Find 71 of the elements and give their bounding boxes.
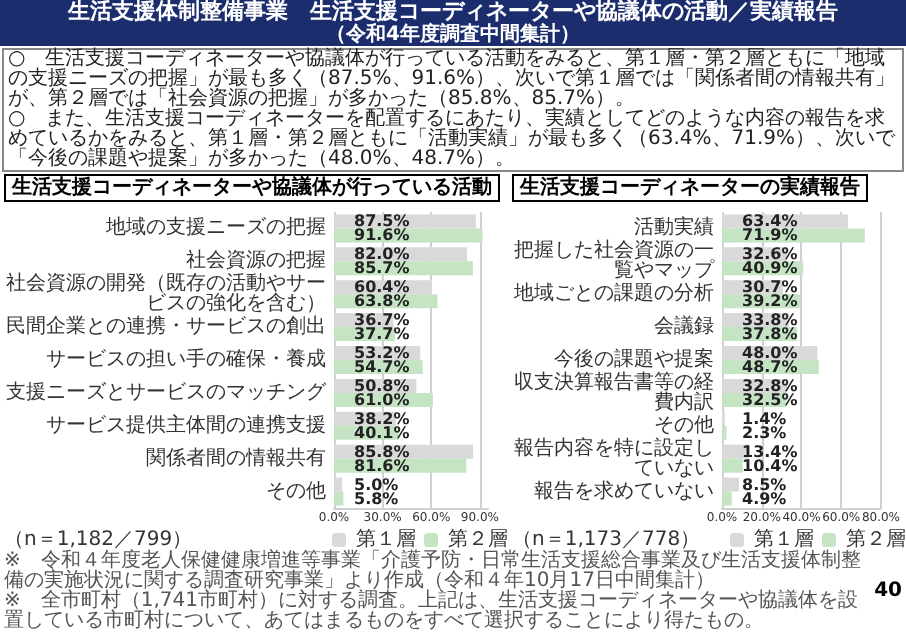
data-label: 38.2% xyxy=(354,409,410,428)
y-tick-label: 社会資源の開発（既存の活動やサービスの強化を含む） xyxy=(6,271,326,316)
data-label: 48.0% xyxy=(742,344,798,362)
data-label: 91.6% xyxy=(354,226,410,245)
text: ※ 令和４年度老人保健健康増進等事業「介護予防・日常生活支援総合事業及び生活支援体制整備の実施状況に関する調査研究事業」より作成（令和４年10月17日中間集計） xyxy=(4,550,863,592)
data-label: 32.6% xyxy=(742,245,798,264)
text: ○ 生活支援コーディネーターや協議体が行っている活動をみると、第１層・第２層ともに「地域の支援ニーズの把握」が最も多く（87.5%、91.6%）、次いで第１層では「関係者間の情報共有」が、第２層では「社会資源の把握」が多かった（85.8%、85.7%）。 xyxy=(8,48,898,110)
text: 40 xyxy=(872,580,902,602)
y-tick-label: 収支決算報告書等の経費内訳 xyxy=(514,369,714,414)
data-label: 33.8% xyxy=(742,311,798,330)
text: （n＝1,182／799） xyxy=(4,529,193,551)
y-tick-label: その他 xyxy=(654,412,714,437)
data-label: 48.7% xyxy=(742,358,798,376)
data-label: 30.7% xyxy=(742,278,798,297)
y-tick-label: 把握した社会資源の一覧やマップ xyxy=(514,238,716,283)
text: ○ また、生活支援コーディネーターを配置するにあたり、実績としてどのような内容の報告を求めているかをみると、第１層・第２層ともに「活動実績」が最も多く（63.4%、71.9%）、次いで「今後の課題や提案」が多かった（48.0%、48.7%）。 xyxy=(8,108,898,170)
data-label: 32.8% xyxy=(742,376,798,395)
data-label: 40.1% xyxy=(354,423,410,442)
data-label: 63.4% xyxy=(742,212,798,231)
data-label: 53.2% xyxy=(354,344,410,362)
data-label: 54.7% xyxy=(354,358,410,376)
data-label: 5.8% xyxy=(354,489,399,508)
data-label: 13.4% xyxy=(742,442,798,461)
data-label: 5.0% xyxy=(354,475,399,494)
y-tick-label: 地域の支援ニーズの把握 xyxy=(104,215,326,240)
data-label: 39.2% xyxy=(742,292,798,311)
text: ※ 全市町村（1,741市町村）に対する調査。上記は、生活支援コーディネーターや協議体を設置している市町村について、あてはまるものをすべて選択することにより得たもの。 xyxy=(4,590,861,632)
y-tick-label: 今後の課題や提案 xyxy=(554,347,714,371)
data-label: 82.0% xyxy=(354,245,410,264)
y-tick-label: 報告を求めていない xyxy=(534,478,714,503)
legend-label: 第１層 xyxy=(356,527,416,551)
text: （n＝1,173／778） xyxy=(512,529,701,551)
data-label: 85.7% xyxy=(354,259,410,278)
data-label: 81.6% xyxy=(354,456,410,475)
data-label: 37.7% xyxy=(354,325,410,344)
data-label: 87.5% xyxy=(354,212,410,231)
data-label: 36.7% xyxy=(354,311,410,330)
data-label: 40.9% xyxy=(742,259,798,278)
chart-title: 生活支援コーディネーターの実績報告 xyxy=(518,175,860,199)
y-tick-label: サービス提供主体間の連携支援 xyxy=(46,412,326,437)
data-label: 4.9% xyxy=(742,489,787,508)
y-tick-label: その他 xyxy=(266,478,326,503)
data-label: 60.4% xyxy=(354,278,410,297)
data-label: 85.8% xyxy=(354,442,410,461)
y-tick-label: 社会資源の把握 xyxy=(186,248,326,273)
legend-label: 第１層 xyxy=(754,527,814,551)
bar xyxy=(334,491,344,506)
data-label: 71.9% xyxy=(742,226,798,245)
data-label: 32.5% xyxy=(742,390,798,409)
data-label: 50.8% xyxy=(354,376,410,395)
data-label: 2.3% xyxy=(742,423,787,442)
bar xyxy=(722,491,732,506)
legend-label: 第２層 xyxy=(846,527,906,551)
y-tick-label: 民間企業との連携・サービスの創出 xyxy=(6,314,326,339)
legend-label: 第２層 xyxy=(448,527,508,551)
data-label: 61.0% xyxy=(354,390,410,409)
y-tick-label: 報告内容を特に設定していない xyxy=(514,435,714,480)
y-tick-label: 地域ごとの課題の分析 xyxy=(512,281,714,306)
data-label: 1.4% xyxy=(742,409,787,428)
data-label: 10.4% xyxy=(742,456,798,475)
data-label: 63.8% xyxy=(354,292,410,311)
y-tick-label: 支援ニーズとサービスのマッチング xyxy=(6,379,328,404)
y-tick-label: 会議録 xyxy=(654,314,714,339)
text: （令和4年度調査中間集計） xyxy=(324,24,582,46)
y-tick-label: 活動実績 xyxy=(634,215,714,240)
y-tick-label: 関係者間の情報共有 xyxy=(146,445,326,470)
bar xyxy=(722,458,743,473)
data-label: 8.5% xyxy=(742,475,787,494)
y-tick-label: サービスの担い手の確保・養成 xyxy=(46,347,326,371)
chart-title: 生活支援コーディネーターや協議体が行っている活動 xyxy=(10,175,492,199)
data-label: 37.8% xyxy=(742,325,798,344)
